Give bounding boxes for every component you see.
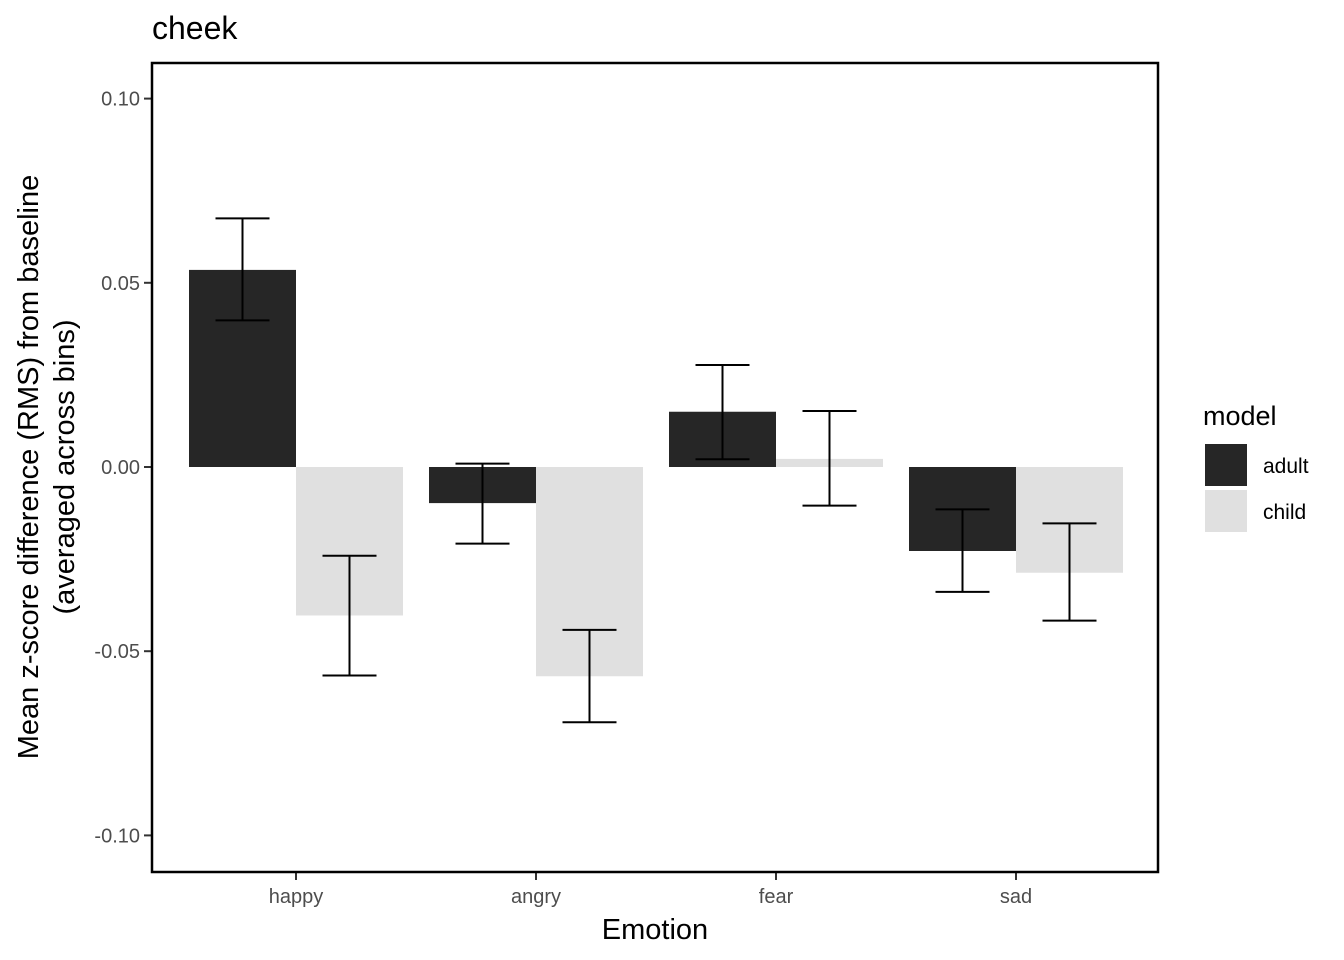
legend-swatch-adult <box>1205 444 1247 486</box>
error-bar-child-sad <box>1042 522 1097 622</box>
error-bar-adult-angry <box>455 462 510 545</box>
y-tick-label: 0.05 <box>101 273 140 295</box>
error-bars-layer <box>215 217 1097 724</box>
error-bar-adult-fear <box>695 363 750 461</box>
x-axis-label: Emotion <box>602 914 708 946</box>
legend-swatch-child <box>1205 490 1247 532</box>
bars-layer <box>189 269 1123 677</box>
error-bar-child-angry <box>562 628 617 724</box>
x-axis: happy angry fear sad <box>269 872 1032 908</box>
chart-title: cheek <box>152 10 238 46</box>
legend-title: model <box>1203 401 1277 431</box>
legend-label-child: child <box>1263 501 1306 524</box>
error-bar-child-happy <box>322 554 377 677</box>
y-axis: -0.10 -0.05 0.00 0.05 0.10 <box>94 89 152 847</box>
y-tick-label: 0.10 <box>101 89 140 111</box>
error-bar-child-fear <box>802 410 857 507</box>
y-tick-label: 0.00 <box>101 457 140 479</box>
legend-label-adult: adult <box>1263 455 1309 478</box>
error-bar-adult-sad <box>935 508 990 593</box>
error-bar-adult-happy <box>215 217 270 322</box>
plot-panel-border <box>150 61 1160 874</box>
x-tick-label-sad: sad <box>1000 886 1032 908</box>
x-tick-label-fear: fear <box>759 886 794 908</box>
y-tick-label: -0.10 <box>94 825 140 847</box>
x-tick-label-angry: angry <box>511 886 561 908</box>
y-axis-label-line1: Mean z-score difference (RMS) from basel… <box>13 175 45 760</box>
y-tick-label: -0.05 <box>94 641 140 663</box>
y-axis-label: Mean z-score difference (RMS) from basel… <box>13 175 81 760</box>
legend: model adult child <box>1203 401 1309 532</box>
x-tick-label-happy: happy <box>269 886 324 908</box>
y-axis-label-line2: (averaged across bins) <box>49 320 81 615</box>
